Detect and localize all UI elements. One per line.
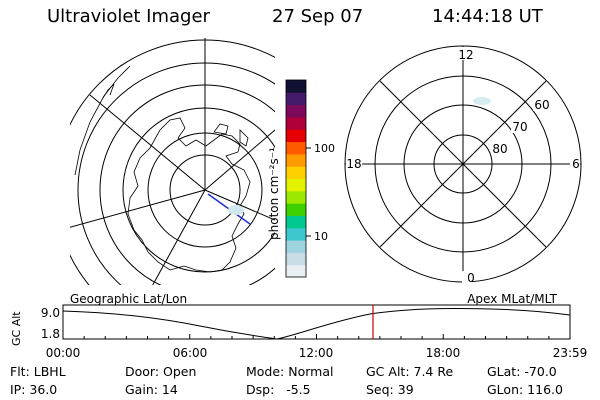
aurora-glow <box>228 205 244 215</box>
meridian <box>70 189 206 228</box>
filter-readout: Flt: LBHL <box>10 364 66 379</box>
mlat-label-80: 80 <box>492 142 507 156</box>
colorbar-segment <box>286 129 306 143</box>
colorbar-segment <box>286 104 306 118</box>
altitude-curve <box>62 308 571 340</box>
mlt-label-0: 0 <box>467 271 475 285</box>
time-tick: 12:00 <box>299 346 334 360</box>
colorbar-segment <box>286 80 306 93</box>
date-label: 27 Sep 07 <box>272 6 364 27</box>
colorbar-segment <box>286 166 306 179</box>
colorbar-segment <box>286 190 306 204</box>
timeline-y-top: 9.0 <box>41 306 60 320</box>
meridian <box>89 94 206 191</box>
mlat-label-60: 60 <box>534 98 549 112</box>
timeline-axis-label: GC Alt <box>10 311 23 346</box>
gc-alt-readout: GC Alt: 7.4 Re <box>366 364 454 379</box>
ip-readout: IP: 36.0 <box>10 382 58 397</box>
coastline <box>127 117 251 273</box>
timeline-y-bottom: 1.8 <box>41 327 60 341</box>
mlt-label-18: 18 <box>346 157 361 171</box>
glon-readout: GLon: 116.0 <box>487 382 563 397</box>
gain-readout: Gain: 14 <box>125 382 178 397</box>
mlt-label-6: 6 <box>572 157 580 171</box>
mlt-label-12: 12 <box>458 48 473 62</box>
timeline-left-title: Geographic Lat/Lon <box>70 292 187 306</box>
glat-readout: GLat: -70.0 <box>487 364 557 379</box>
dsp-readout: Dsp: -5.5 <box>246 382 311 397</box>
colorbar-segment <box>286 240 306 253</box>
mlat-label-70: 70 <box>512 120 527 134</box>
colorbar-segment <box>286 203 306 216</box>
seq-readout: Seq: 39 <box>366 382 414 397</box>
coastline <box>213 123 229 135</box>
time-tick: 23:59 <box>553 346 588 360</box>
meridian <box>152 189 206 285</box>
coastline <box>102 83 115 99</box>
polar-axis <box>379 80 547 248</box>
timeline-right-title: Apex MLat/MLT <box>467 292 557 306</box>
colorbar-segment <box>286 264 306 278</box>
door-readout: Door: Open <box>125 364 197 379</box>
colorbar-segment <box>286 92 306 106</box>
colorbar-segment <box>286 116 306 130</box>
mode-readout: Mode: Normal <box>246 364 334 379</box>
colorbar-segment <box>286 141 306 155</box>
time-tick: 06:00 <box>173 346 208 360</box>
coastline <box>239 129 249 147</box>
time-label: 14:44:18 UT <box>432 6 543 27</box>
time-tick: 18:00 <box>426 346 461 360</box>
colorbar-segment <box>286 178 306 192</box>
meridian <box>204 129 275 191</box>
instrument-title: Ultraviolet Imager <box>47 6 210 27</box>
time-tick: 00:00 <box>46 346 81 360</box>
aurora-glow <box>473 97 491 105</box>
colorbar-tick-100: 100 <box>314 142 335 155</box>
meridian <box>204 189 275 221</box>
colorbar-segment <box>286 215 306 229</box>
colorbar-unit-label: photon cm⁻²s⁻¹ <box>267 147 281 240</box>
colorbar-segment <box>286 227 306 241</box>
colorbar-segment <box>286 153 306 167</box>
coastline <box>74 65 131 176</box>
colorbar-segment <box>286 252 306 266</box>
colorbar-tick-10: 10 <box>314 230 328 243</box>
